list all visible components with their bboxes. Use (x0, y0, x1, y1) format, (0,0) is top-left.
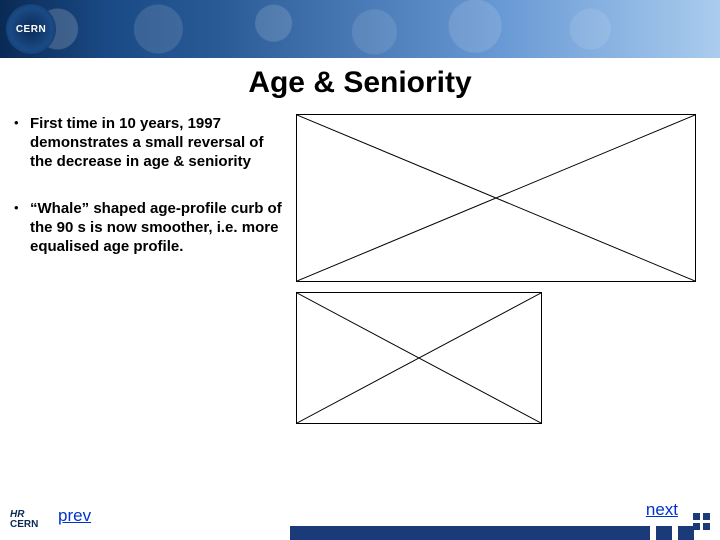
footer-bar (656, 526, 672, 540)
footer-square (693, 523, 700, 530)
header-banner: CERN (0, 0, 720, 58)
image-placeholder (296, 114, 696, 282)
footer-square (703, 513, 710, 520)
hr-logo-line2: CERN (10, 520, 38, 530)
cern-logo: CERN (6, 4, 56, 54)
prev-link[interactable]: prev (58, 506, 91, 526)
list-item: • “Whale” shaped age-profile curb of the… (14, 199, 290, 256)
page-title: Age & Seniority (0, 66, 720, 100)
bullet-text: “Whale” shaped age-profile curb of the 9… (30, 199, 290, 256)
footer-bar (678, 526, 694, 540)
footer-bar (290, 526, 650, 540)
bullet-text: First time in 10 years, 1997 demonstrate… (30, 114, 290, 171)
footer-square (703, 523, 710, 530)
bullet-icon: • (14, 199, 30, 256)
bullet-list: • First time in 10 years, 1997 demonstra… (14, 114, 290, 424)
image-placeholder (296, 292, 542, 424)
footer-square (693, 513, 700, 520)
next-link[interactable]: next (646, 500, 678, 520)
figure-column (290, 114, 706, 424)
cern-logo-text: CERN (16, 24, 46, 35)
hr-cern-logo: HR CERN (10, 510, 38, 530)
list-item: • First time in 10 years, 1997 demonstra… (14, 114, 290, 171)
bullet-icon: • (14, 114, 30, 171)
footer: HR CERN prev next (0, 494, 720, 540)
content-area: • First time in 10 years, 1997 demonstra… (0, 100, 720, 424)
